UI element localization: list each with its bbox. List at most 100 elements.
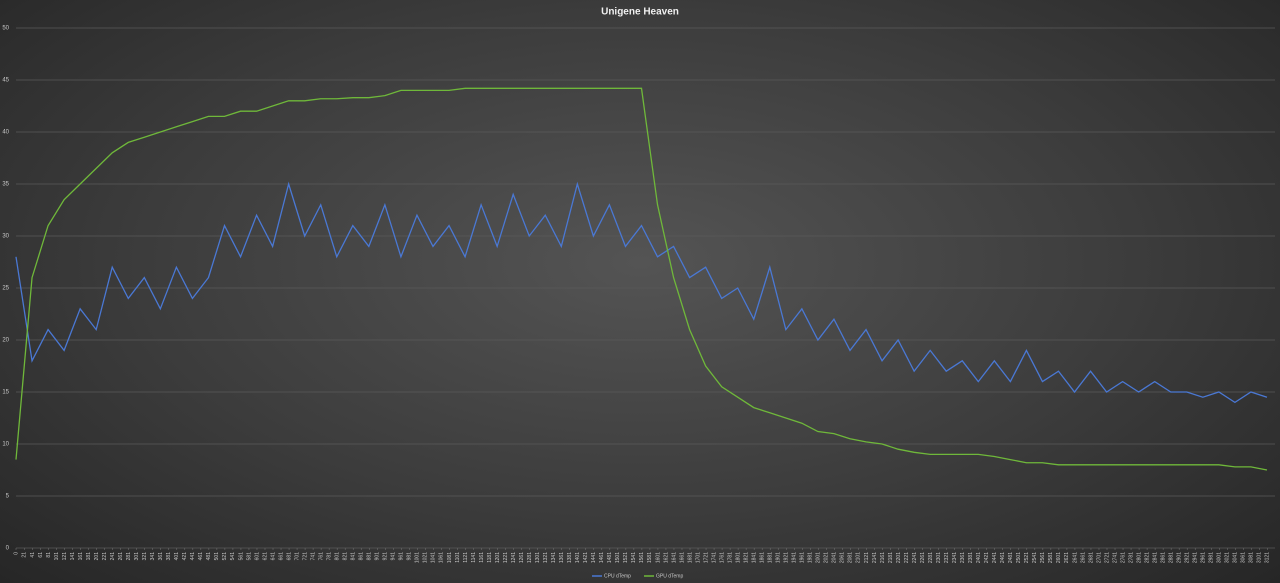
x-tick-label: 81 xyxy=(46,552,52,558)
x-tick-label: 2701 xyxy=(1096,552,1102,563)
legend-label: CPU dTemp xyxy=(604,573,631,579)
x-tick-label: 341 xyxy=(150,552,156,561)
x-tick-label: 2101 xyxy=(856,552,862,563)
x-tick-label: 941 xyxy=(391,552,397,561)
x-tick-label: 1981 xyxy=(808,552,814,563)
x-tick-label: 2901 xyxy=(1176,552,1182,563)
x-tick-label: 2921 xyxy=(1185,552,1191,563)
x-tick-label: 2741 xyxy=(1112,552,1118,563)
y-tick-label: 25 xyxy=(2,286,9,292)
x-tick-label: 41 xyxy=(30,552,36,558)
x-tick-label: 641 xyxy=(270,552,276,561)
x-tick-label: 1561 xyxy=(639,552,645,563)
x-tick-label: 1641 xyxy=(671,552,677,563)
y-tick-label: 45 xyxy=(2,78,9,84)
x-tick-label: 61 xyxy=(38,552,44,558)
x-tick-label: 1701 xyxy=(695,552,701,563)
x-tick-label: 1121 xyxy=(463,552,469,563)
x-tick-label: 2361 xyxy=(960,552,966,563)
x-tick-label: 2221 xyxy=(904,552,910,563)
y-tick-label: 15 xyxy=(2,390,9,396)
x-tick-label: 1361 xyxy=(559,552,565,563)
x-tick-label: 2601 xyxy=(1056,552,1062,563)
x-tick-label: 3001 xyxy=(1217,552,1223,563)
x-tick-label: 2541 xyxy=(1032,552,1038,563)
x-tick-label: 2021 xyxy=(824,552,830,563)
x-tick-label: 2641 xyxy=(1072,552,1078,563)
x-tick-label: 1161 xyxy=(479,552,485,563)
x-tick-label: 1221 xyxy=(503,552,509,563)
x-tick-label: 521 xyxy=(222,552,228,561)
x-tick-label: 1621 xyxy=(663,552,669,563)
x-tick-label: 501 xyxy=(214,552,220,561)
y-tick-label: 50 xyxy=(2,26,9,32)
y-tick-label: 10 xyxy=(2,442,9,448)
x-tick-label: 1501 xyxy=(615,552,621,563)
x-tick-label: 3081 xyxy=(1249,552,1255,563)
x-tick-label: 1081 xyxy=(447,552,453,563)
x-tick-label: 101 xyxy=(54,552,60,561)
x-tick-label: 1961 xyxy=(800,552,806,563)
x-tick-label: 1521 xyxy=(623,552,629,563)
y-tick-label: 30 xyxy=(2,234,9,240)
x-tick-label: 2581 xyxy=(1048,552,1054,563)
x-tick-label: 0 xyxy=(13,552,19,555)
x-tick-label: 961 xyxy=(399,552,405,561)
y-tick-label: 5 xyxy=(6,494,10,500)
x-tick-label: 1281 xyxy=(527,552,533,563)
x-tick-label: 1101 xyxy=(455,552,461,563)
x-tick-label: 1941 xyxy=(792,552,798,563)
x-tick-label: 1201 xyxy=(495,552,501,563)
x-tick-label: 401 xyxy=(174,552,180,561)
x-tick-label: 121 xyxy=(62,552,68,561)
x-tick-label: 2501 xyxy=(1016,552,1022,563)
x-tick-label: 881 xyxy=(367,552,373,561)
x-tick-label: 2981 xyxy=(1209,552,1215,563)
x-tick-label: 2201 xyxy=(896,552,902,563)
x-tick-label: 1841 xyxy=(751,552,757,563)
x-tick-label: 1541 xyxy=(631,552,637,563)
x-tick-label: 1421 xyxy=(583,552,589,563)
x-tick-label: 901 xyxy=(375,552,381,561)
x-tick-label: 2301 xyxy=(936,552,942,563)
x-tick-label: 861 xyxy=(359,552,365,561)
x-tick-label: 741 xyxy=(310,552,316,561)
x-tick-label: 1041 xyxy=(431,552,437,563)
x-tick-label: 701 xyxy=(294,552,300,561)
chart-title: Unigene Heaven xyxy=(601,7,679,18)
x-tick-label: 181 xyxy=(86,552,92,561)
x-tick-label: 1781 xyxy=(727,552,733,563)
x-tick-label: 1461 xyxy=(599,552,605,563)
x-tick-label: 681 xyxy=(286,552,292,561)
x-tick-label: 1401 xyxy=(575,552,581,563)
x-tick-label: 461 xyxy=(198,552,204,561)
x-tick-label: 1001 xyxy=(415,552,421,563)
x-tick-label: 1261 xyxy=(519,552,525,563)
legend-label: GPU dTemp xyxy=(656,573,683,579)
x-tick-label: 2941 xyxy=(1193,552,1199,563)
x-tick-label: 221 xyxy=(102,552,108,561)
x-tick-label: 1381 xyxy=(567,552,573,563)
x-tick-label: 1441 xyxy=(591,552,597,563)
x-tick-label: 1181 xyxy=(487,552,493,563)
x-tick-label: 2721 xyxy=(1104,552,1110,563)
x-tick-label: 601 xyxy=(254,552,260,561)
x-tick-label: 361 xyxy=(158,552,164,561)
x-tick-label: 1901 xyxy=(776,552,782,563)
x-tick-label: 1341 xyxy=(551,552,557,563)
x-tick-label: 1741 xyxy=(711,552,717,563)
x-tick-label: 1241 xyxy=(511,552,517,563)
x-tick-label: 1321 xyxy=(543,552,549,563)
y-tick-label: 20 xyxy=(2,338,9,344)
x-tick-label: 2321 xyxy=(944,552,950,563)
x-tick-label: 301 xyxy=(134,552,140,561)
x-tick-label: 2661 xyxy=(1080,552,1086,563)
x-tick-label: 2261 xyxy=(920,552,926,563)
x-tick-label: 2281 xyxy=(928,552,934,563)
x-tick-label: 2081 xyxy=(848,552,854,563)
x-tick-label: 1061 xyxy=(439,552,445,563)
x-tick-label: 1861 xyxy=(760,552,766,563)
x-tick-label: 3121 xyxy=(1265,552,1271,563)
x-tick-label: 621 xyxy=(262,552,268,561)
